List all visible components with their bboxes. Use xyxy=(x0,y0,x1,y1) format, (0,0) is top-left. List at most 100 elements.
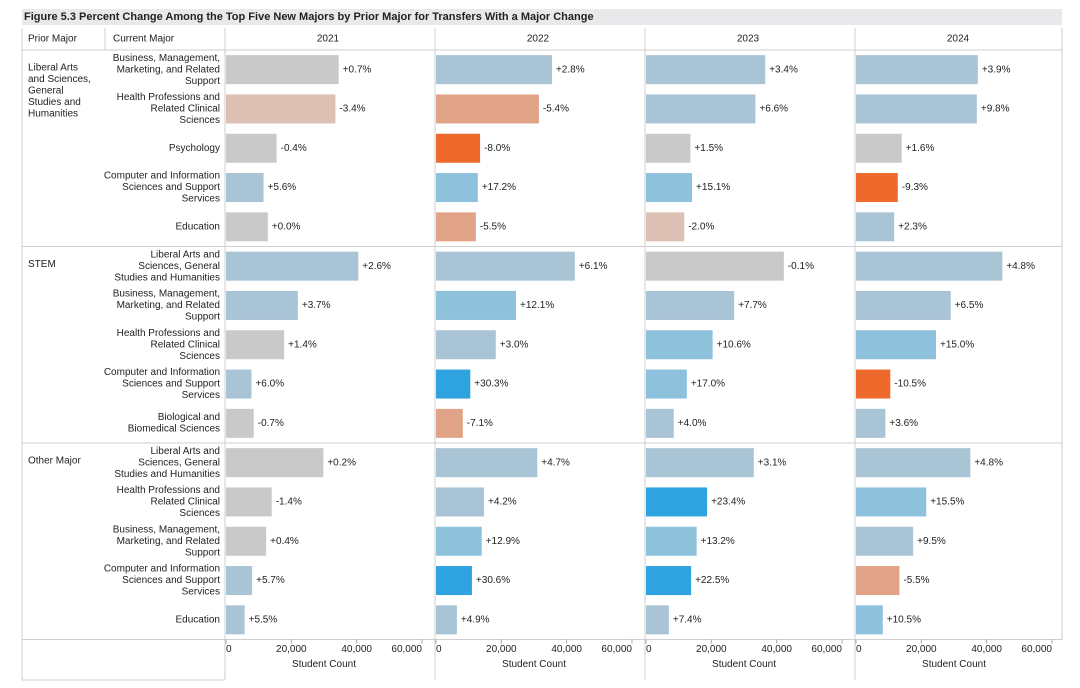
current-major-label: Sciences xyxy=(179,351,220,362)
prior-major-label: General xyxy=(28,86,64,97)
current-major-label: Business, Management, xyxy=(113,289,220,300)
bar xyxy=(436,212,476,242)
current-major-label: Related Clinical xyxy=(151,104,220,115)
bar xyxy=(856,94,977,124)
bar-data-label: +2.8% xyxy=(556,64,585,75)
chart-title: Figure 5.3 Percent Change Among the Top … xyxy=(22,9,1062,25)
current-major-label: Support xyxy=(185,547,220,558)
x-tick-label: 60,000 xyxy=(811,644,842,655)
bar-data-label: +12.1% xyxy=(520,300,554,311)
current-major-label: Marketing, and Related xyxy=(117,64,220,75)
current-major-label: Sciences and Support xyxy=(122,575,220,586)
x-tick-label: 40,000 xyxy=(551,644,582,655)
bar-data-label: +22.5% xyxy=(695,575,729,586)
bar-data-label: +15.1% xyxy=(696,182,730,193)
x-tick-label: 60,000 xyxy=(391,644,422,655)
bar xyxy=(226,526,267,556)
x-tick-label: 40,000 xyxy=(971,644,1002,655)
current-major-label: Marketing, and Related xyxy=(117,536,220,547)
current-major-label: Studies and Humanities xyxy=(114,272,220,283)
bar xyxy=(436,369,471,399)
bar xyxy=(856,526,914,556)
bar-data-label: +15.0% xyxy=(940,339,974,350)
bar xyxy=(436,251,575,281)
bar xyxy=(436,55,552,85)
bar xyxy=(856,369,891,399)
current-major-label: Computer and Information xyxy=(104,367,220,378)
bar-data-label: -2.0% xyxy=(688,221,714,232)
current-major-label: Computer and Information xyxy=(104,171,220,182)
bar-data-label: -1.4% xyxy=(276,497,302,508)
current-major-label: Computer and Information xyxy=(104,564,220,575)
bar-data-label: -0.7% xyxy=(258,418,284,429)
prior-major-header: Prior Major xyxy=(28,34,78,45)
bar-data-label: -3.4% xyxy=(339,104,365,115)
bar-data-label: +10.6% xyxy=(717,339,751,350)
bar xyxy=(646,605,669,635)
bar xyxy=(226,566,253,596)
bar xyxy=(856,251,1003,281)
bar-data-label: +30.6% xyxy=(476,575,510,586)
current-major-label: Related Clinical xyxy=(151,497,220,508)
bar-data-label: +4.8% xyxy=(974,457,1003,468)
bar xyxy=(646,448,754,478)
x-tick-label: 20,000 xyxy=(696,644,727,655)
bar-data-label: +9.5% xyxy=(917,536,946,547)
current-major-label: Services xyxy=(182,194,220,205)
bar-data-label: +12.9% xyxy=(486,536,520,547)
bar xyxy=(226,133,277,163)
prior-major-label: Studies and xyxy=(28,97,81,108)
x-tick-label: 0 xyxy=(226,644,232,655)
bar xyxy=(856,212,895,242)
panel-year-label: 2022 xyxy=(527,34,550,45)
bar xyxy=(646,173,693,203)
bar-data-label: +6.1% xyxy=(579,261,608,272)
bar-data-label: +1.5% xyxy=(694,143,723,154)
bar xyxy=(436,133,481,163)
bar-data-label: +4.0% xyxy=(678,418,707,429)
bar-data-label: +3.6% xyxy=(889,418,918,429)
bar-data-label: +6.0% xyxy=(255,379,284,390)
x-axis-label: Student Count xyxy=(922,659,986,670)
current-major-label: Services xyxy=(182,390,220,401)
bar xyxy=(856,566,900,596)
bar-data-label: +15.5% xyxy=(930,497,964,508)
bar-data-label: -9.3% xyxy=(902,182,928,193)
bar xyxy=(646,133,691,163)
bar xyxy=(646,566,692,596)
bar xyxy=(646,369,687,399)
bar-data-label: +10.5% xyxy=(887,614,921,625)
bar xyxy=(226,330,285,360)
current-major-label: Support xyxy=(185,312,220,323)
bar xyxy=(436,566,472,596)
bar-data-label: -5.4% xyxy=(543,104,569,115)
current-major-label: Services xyxy=(182,587,220,598)
bar-data-label: +0.0% xyxy=(272,221,301,232)
current-major-label: Marketing, and Related xyxy=(117,300,220,311)
x-tick-label: 20,000 xyxy=(906,644,937,655)
bar xyxy=(856,408,886,438)
current-major-label: Health Professions and xyxy=(117,92,220,103)
bar xyxy=(646,55,766,85)
current-major-label: Studies and Humanities xyxy=(114,469,220,480)
x-tick-label: 40,000 xyxy=(761,644,792,655)
bar xyxy=(646,290,735,320)
current-major-header: Current Major xyxy=(113,34,175,45)
bar-data-label: +2.6% xyxy=(362,261,391,272)
bar-data-label: +1.6% xyxy=(906,143,935,154)
bar xyxy=(856,605,883,635)
bar-data-label: +7.7% xyxy=(738,300,767,311)
bar xyxy=(646,212,685,242)
bar-data-label: -5.5% xyxy=(903,575,929,586)
x-tick-label: 0 xyxy=(436,644,442,655)
bar-data-label: +7.4% xyxy=(673,614,702,625)
bar xyxy=(646,330,713,360)
current-major-label: Business, Management, xyxy=(113,524,220,535)
current-major-label: Education xyxy=(176,221,220,232)
bar xyxy=(226,55,339,85)
bar xyxy=(436,290,517,320)
current-major-label: Sciences and Support xyxy=(122,379,220,390)
bar-data-label: +3.9% xyxy=(982,64,1011,75)
x-tick-label: 0 xyxy=(856,644,862,655)
